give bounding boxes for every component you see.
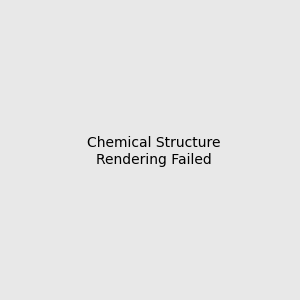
Text: Chemical Structure
Rendering Failed: Chemical Structure Rendering Failed xyxy=(87,136,220,166)
